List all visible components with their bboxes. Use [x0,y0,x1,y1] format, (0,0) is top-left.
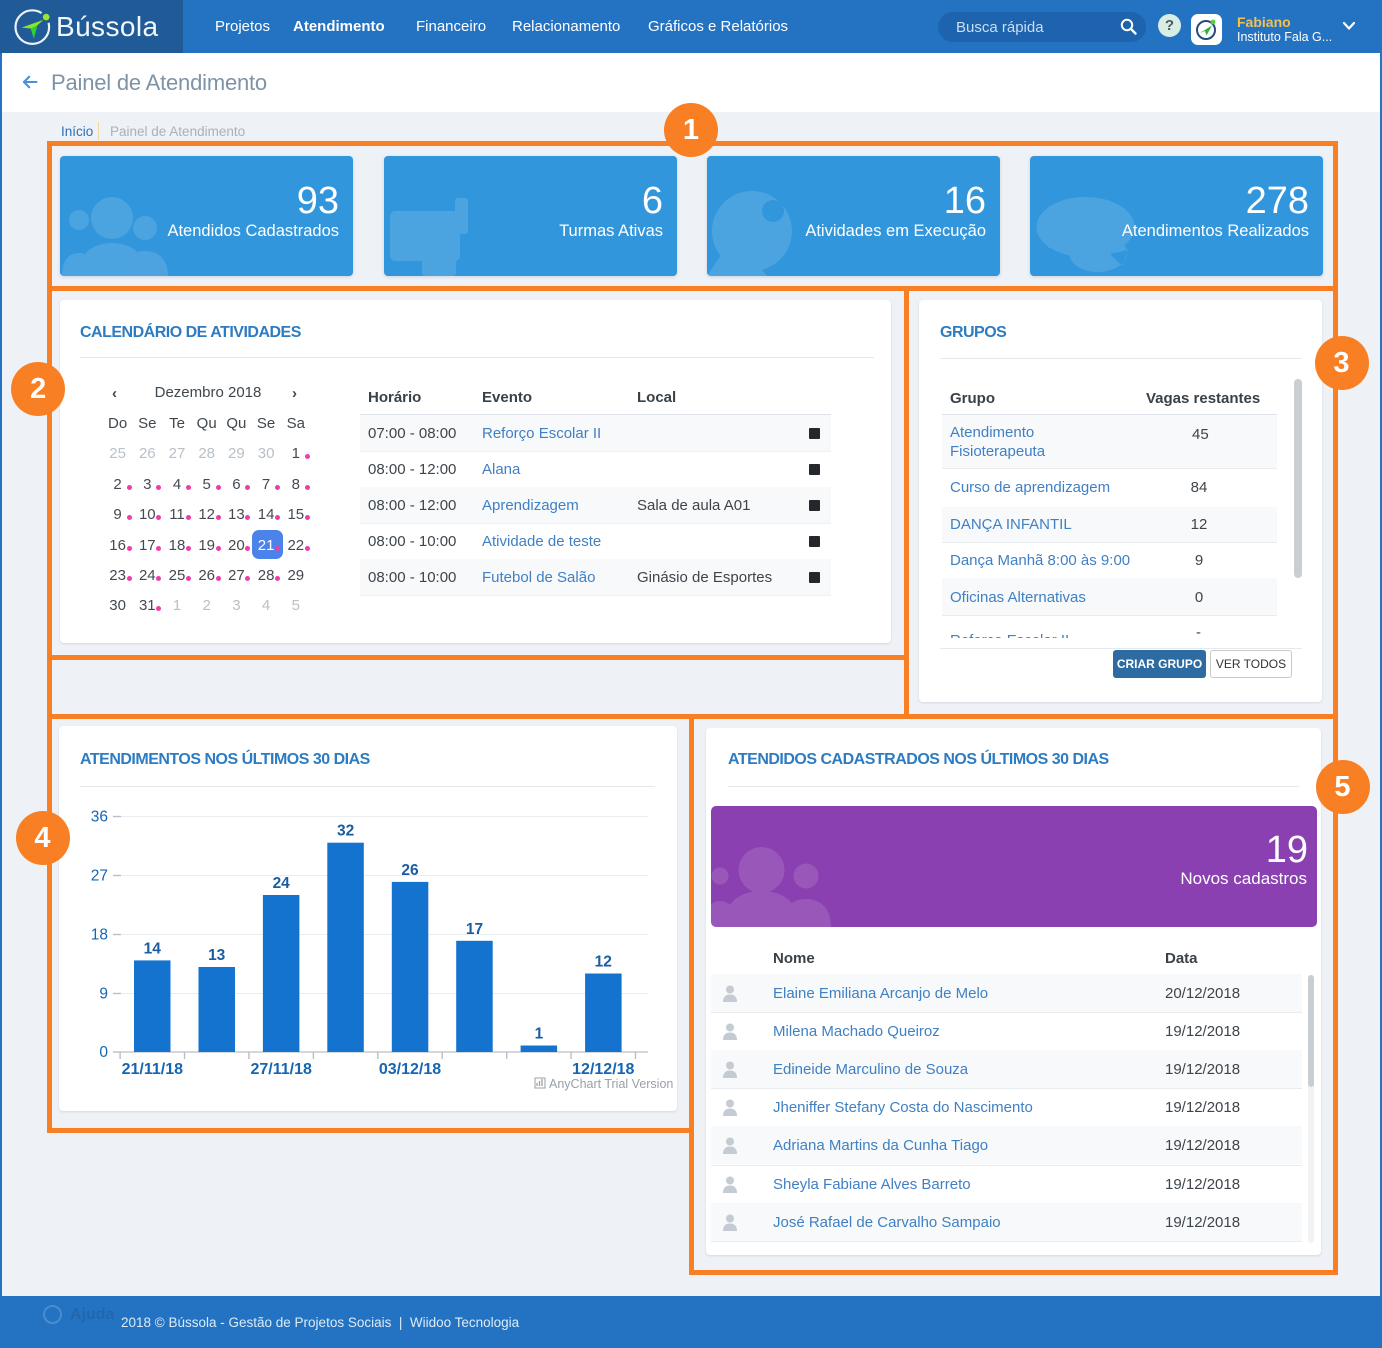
svg-text:12: 12 [595,954,612,971]
svg-text:03/12/18: 03/12/18 [379,1061,441,1078]
svg-text:17: 17 [466,921,483,938]
svg-text:AnyChart Trial Version: AnyChart Trial Version [549,1077,673,1091]
svg-text:0: 0 [99,1044,108,1061]
svg-text:21/11/18: 21/11/18 [122,1061,184,1078]
svg-text:1: 1 [535,1026,544,1043]
svg-text:26: 26 [401,862,419,879]
svg-text:13: 13 [208,947,226,964]
svg-text:27: 27 [91,868,108,885]
svg-text:32: 32 [337,823,354,840]
svg-text:12/12/18: 12/12/18 [572,1061,634,1078]
svg-text:27/11/18: 27/11/18 [250,1061,312,1078]
svg-text:36: 36 [91,809,108,826]
svg-text:14: 14 [144,940,162,957]
svg-text:24: 24 [273,875,291,892]
svg-text:18: 18 [91,927,108,944]
svg-text:9: 9 [99,986,108,1003]
